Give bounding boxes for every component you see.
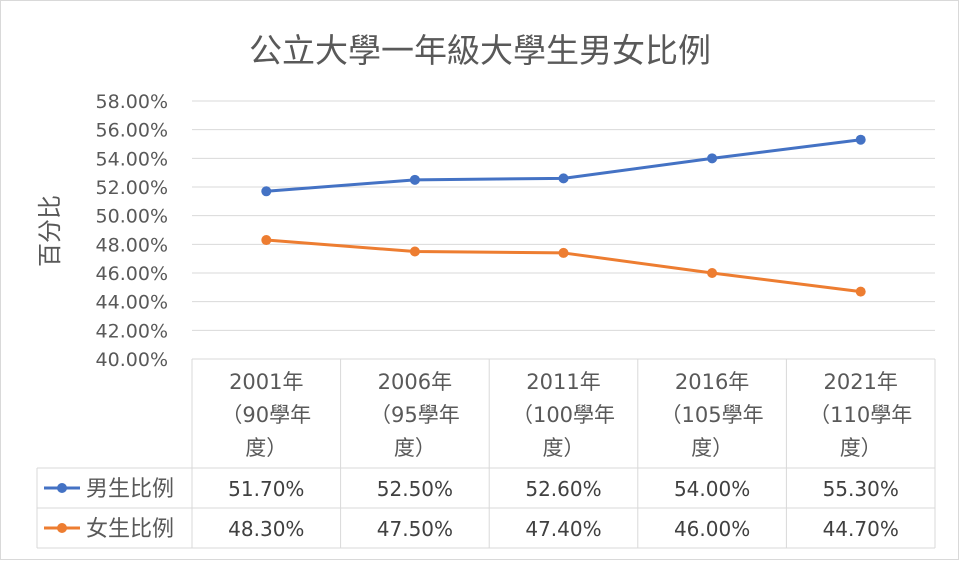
data-table-value: 47.40% <box>525 517 601 541</box>
y-tick-label: 44.00% <box>96 292 168 314</box>
gridlines <box>192 100 935 360</box>
data-table: 2001年（90學年度） 2006年（95學年度） 2011年（100學年度） 201… <box>36 359 936 549</box>
data-point <box>558 247 569 258</box>
x-tick-label: 2001年（90學年度） <box>221 370 311 460</box>
data-table-value: 51.70% <box>228 477 304 501</box>
y-tick-label: 52.00% <box>96 177 168 199</box>
data-point <box>855 134 866 145</box>
y-tick-label: 42.00% <box>96 320 168 342</box>
data-point <box>855 286 866 297</box>
data-point <box>409 174 420 185</box>
data-table-value: 44.70% <box>823 517 899 541</box>
legend-label: 女生比例 <box>86 517 174 542</box>
legend-label: 男生比例 <box>86 477 174 502</box>
y-tick-label: 48.00% <box>96 234 168 256</box>
y-axis-title: 百分比 <box>36 195 64 267</box>
data-table-value: 48.30% <box>228 517 304 541</box>
x-tick-label: 2011年（100學年度） <box>512 370 615 460</box>
data-point <box>707 153 718 164</box>
data-point <box>409 246 420 257</box>
x-tick-label: 2006年（95學年度） <box>370 370 460 460</box>
data-table-value: 55.30% <box>823 477 899 501</box>
y-tick-label: 50.00% <box>96 206 168 228</box>
data-table-value: 47.50% <box>377 517 453 541</box>
data-point <box>707 268 718 278</box>
legend-key-marker <box>57 483 67 493</box>
y-tick-label: 54.00% <box>96 148 168 170</box>
series-lines <box>261 134 866 297</box>
data-point <box>558 173 569 184</box>
y-tick-label: 40.00% <box>96 349 168 371</box>
data-point <box>261 186 272 197</box>
data-table-value: 52.50% <box>377 477 453 501</box>
y-tick-label: 46.00% <box>96 263 168 285</box>
legend-key-marker <box>57 523 67 533</box>
y-axis-tick-labels: 40.00% 42.00% 44.00% 46.00% 48.00% 50.00% 52.0… <box>96 91 168 371</box>
data-table-value: 46.00% <box>674 517 750 541</box>
y-tick-label: 58.00% <box>96 91 168 113</box>
x-tick-label: 2016年（105學年度） <box>661 370 764 460</box>
data-point <box>261 235 272 246</box>
x-tick-label: 2021年（110學年度） <box>809 370 912 460</box>
chart-title: 公立大學一年級大學生男女比例 <box>249 31 711 70</box>
data-table-value: 52.60% <box>525 477 601 501</box>
y-tick-label: 56.00% <box>96 120 168 142</box>
data-table-value: 54.00% <box>674 477 750 501</box>
